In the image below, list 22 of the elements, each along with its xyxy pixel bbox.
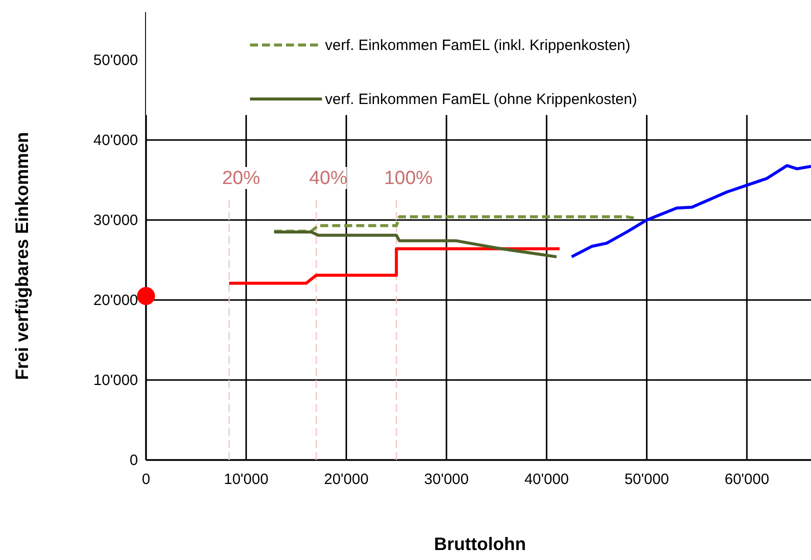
x-tick-label: 0 [142, 471, 150, 488]
y-tick-label: 20'000 [93, 292, 138, 309]
x-axis-title: Bruttolohn [434, 534, 526, 554]
y-tick-label: 30'000 [93, 212, 138, 229]
y-tick-label: 0 [130, 452, 138, 469]
x-tick-label: 50'000 [624, 471, 670, 488]
x-tick-label: 20'000 [324, 471, 369, 488]
annotation: 40% [309, 168, 348, 189]
x-tick-label: 10'000 [224, 471, 268, 488]
x-tick-label: 30'000 [424, 471, 469, 488]
annotation: 100% [384, 168, 433, 189]
x-tick-label: 60'000 [724, 471, 770, 488]
annotation: 20% [222, 168, 260, 189]
y-tick-label: 10'000 [93, 372, 138, 389]
y-tick-label: 50'000 [93, 52, 138, 69]
y-tick-label: 40'000 [93, 132, 138, 149]
line-series [570, 164, 811, 258]
line-series [272, 230, 558, 258]
y-axis-title: Frei verfügbares Einkommen [12, 132, 32, 380]
x-tick-label: 40'000 [524, 471, 569, 488]
legend-label: verf. Einkommen FamEL (inkl. Krippenkosten) [325, 37, 630, 54]
legend-label: verf. Einkommen FamEL (ohne Krippenkosten) [325, 91, 638, 108]
